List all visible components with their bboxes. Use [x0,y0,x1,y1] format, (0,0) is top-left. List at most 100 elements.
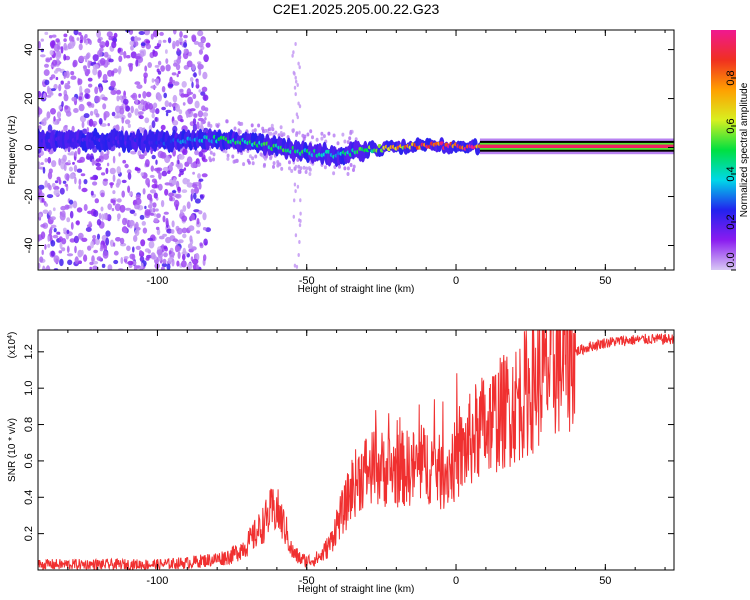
heatmap-noise-cell [67,259,73,266]
heatmap-noise-cell [92,54,99,62]
heatmap-noise-cell [117,213,121,220]
heatmap-noise-cell [204,107,209,112]
heatmap-noise-cell [197,160,200,164]
heatmap-noise-cell [93,61,97,65]
heatmap-noise-cell [200,194,204,200]
heatmap-noise-cell [205,42,211,48]
heatmap-noise-cell [171,72,177,76]
heatmap-noise-cell [290,169,294,173]
heatmap-noise-cell [194,149,199,156]
heatmap-noise-cell [278,162,282,167]
heatmap-noise-cell [157,183,163,191]
heatmap-noise-cell [195,264,199,270]
heatmap-noise-cell [172,94,178,103]
heatmap-noise-cell [64,183,68,187]
y-tick-label: 0.6 [23,453,35,468]
heatmap-noise-cell [161,170,168,177]
heatmap-noise-cell [181,81,187,88]
heatmap-noise-cell [119,204,126,213]
y-tick-label: 20 [23,92,35,104]
heatmap-noise-cell [47,124,53,133]
heatmap-noise-cell [132,246,135,253]
heatmap-noise-cell [177,239,184,244]
heatmap-noise-cell [105,230,111,237]
heatmap-noise-cell [181,189,188,194]
heatmap-noise-cell [89,261,94,266]
heatmap-noise-cell [112,174,116,183]
heatmap-noise-cell [53,70,58,74]
heatmap-noise-cell [138,111,144,115]
heatmap-noise-cell [78,184,81,190]
heatmap-noise-cell [186,182,193,188]
heatmap-noise-cell [167,37,172,44]
heatmap-noise-cell [165,109,172,113]
heatmap-noise-cell [134,35,138,43]
heatmap-noise-cell [149,212,155,216]
heatmap-noise-cell [129,253,135,260]
heatmap-noise-cell [130,150,137,155]
heatmap-noise-cell [182,253,186,261]
heatmap-noise-cell [49,92,54,96]
heatmap-noise-cell [150,165,154,172]
colorbar-ticks: 0.0 0.2 0.4 0.6 0.8 [725,70,737,271]
heatmap-noise-cell [119,51,124,56]
y-tick-label: 0.2 [23,526,35,541]
heatmap-noise-cell [76,207,83,213]
heatmap-noise-cell [116,198,122,203]
heatmap-noise-cell [92,181,98,186]
heatmap-noise-cell [40,231,46,240]
heatmap-noise-cell [202,112,209,117]
heatmap-noise-cell [113,250,119,256]
x-tick-label: -100 [146,575,168,587]
heatmap-noise-cell [202,94,209,101]
heatmap-noise-cell [52,59,58,66]
heatmap-noise-cell [100,123,107,127]
heatmap-noise-cell [177,159,180,165]
heatmap-noise-cell [83,204,88,211]
heatmap-noise-cell [190,188,195,195]
heatmap-noise-cell [43,92,46,100]
heatmap-noise-cell [63,42,68,51]
heatmap-noise-cell [102,153,109,160]
heatmap-noise-cell [199,242,203,247]
heatmap-noise-cell [78,43,83,51]
heatmap-noise-cell [56,231,61,235]
heatmap-noise-cell [172,120,179,126]
heatmap-noise-cell [63,33,68,38]
colorbar-tick-label: 0.6 [725,118,737,133]
snr-panel: -100 -50 0 50 0.2 0.4 0.6 0.8 1.0 1.2 Height of … [7,329,675,595]
heatmap-noise-cell [92,64,99,70]
heatmap-noise-cell [165,49,168,54]
heatmap-noise-cell [226,156,230,161]
heatmap-noise-cell [103,51,109,58]
heatmap-noise-cell [60,46,64,54]
heatmap-noise-cell [294,92,297,97]
heatmap-noise-cell [102,250,109,259]
heatmap-noise-cell [134,108,139,116]
heatmap-noise-cell [56,118,60,124]
heatmap-noise-cell [44,79,50,86]
heatmap-noise-cell [235,158,239,163]
heatmap-noise-cell [187,96,194,105]
heatmap-noise-cell [101,96,108,101]
heatmap-noise-cell [293,198,296,203]
heatmap-noise-cell [196,121,200,130]
heatmap-noise-cell [56,111,62,119]
heatmap-noise-cell [192,183,198,189]
heatmap-noise-cell [127,185,131,193]
heatmap-noise-cell [191,63,196,71]
heatmap-noise-cell [127,172,132,180]
heatmap-noise-cell [341,132,345,137]
heatmap-noise-cell [103,111,110,118]
heatmap-noise-cell [162,233,168,237]
heatmap-noise-cell [153,213,157,217]
heatmap-noise-cell [85,57,88,63]
heatmap-noise-cell [352,164,356,169]
heatmap-noise-cell [105,40,110,48]
heatmap-noise-cell [93,249,98,254]
heatmap-noise-cell [168,163,173,171]
heatmap-noise-cell [110,80,116,88]
heatmap-noise-cell [294,75,297,80]
heatmap-noise-cell [168,250,172,255]
